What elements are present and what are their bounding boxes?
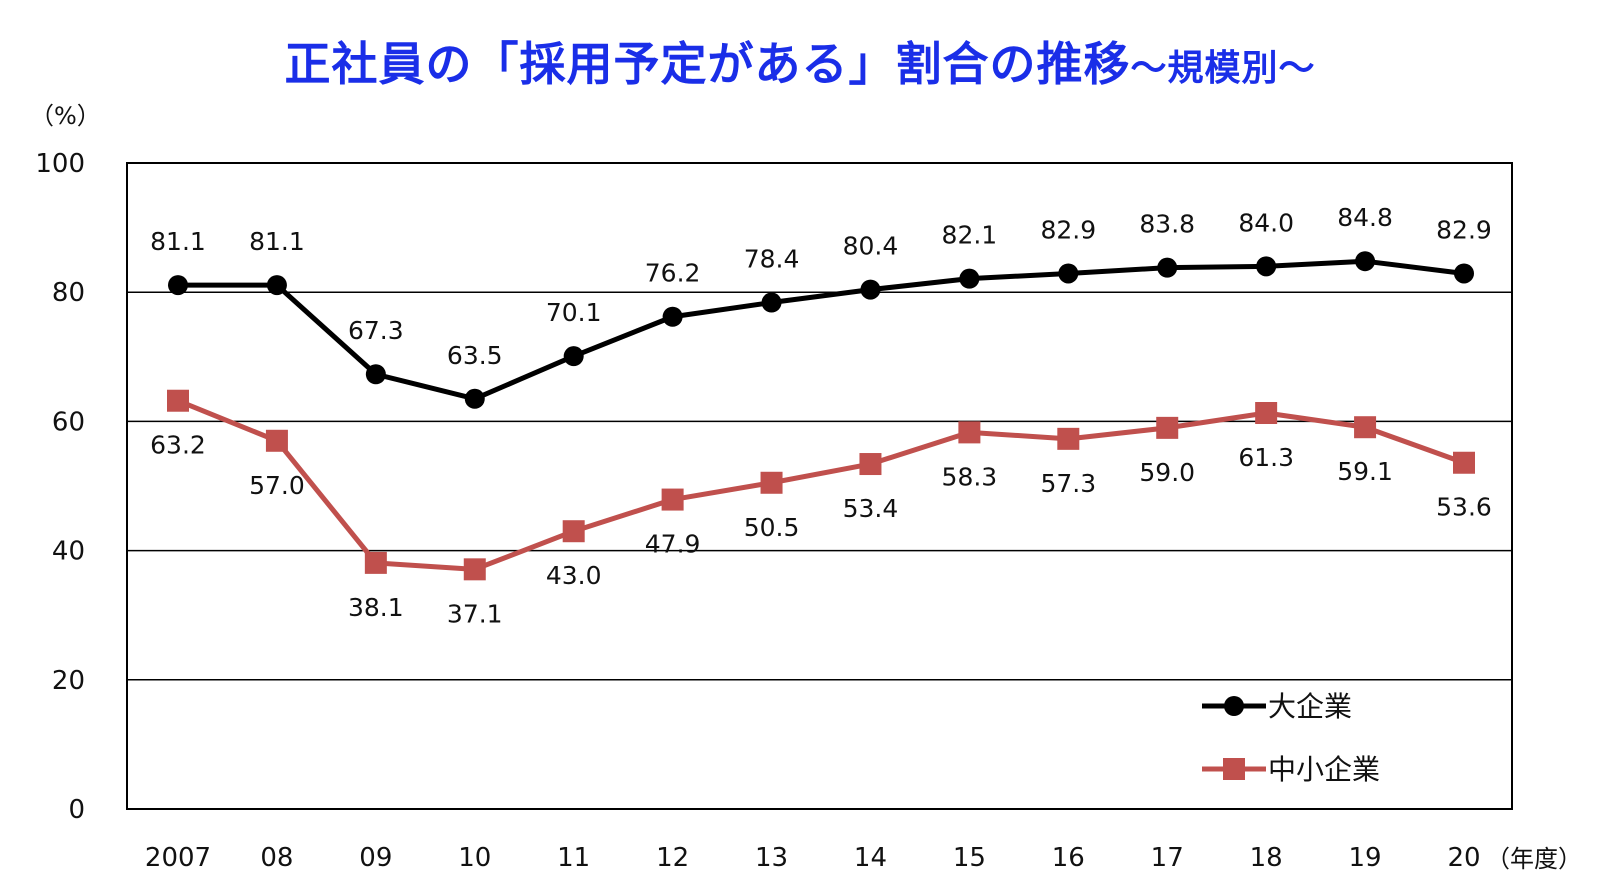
series-1-point-14	[860, 279, 881, 300]
series-1-data-label-14: 80.4	[843, 232, 899, 261]
x-tick-label-11: 11	[557, 843, 590, 873]
chart-title: 正社員の「採用予定がある」割合の推移～規模別～	[0, 28, 1600, 94]
series-1-data-label-15: 82.1	[942, 221, 998, 250]
series-1: 81.1 81.1 67.3 63.5 70.1 76.2 78.4 80.4 82.1 82.9…	[150, 203, 1492, 409]
series-1-data-label-08: 81.1	[249, 227, 305, 256]
series-1-point-19	[1355, 251, 1376, 272]
series-1-point-13	[761, 292, 782, 313]
series-1-data-label-2007: 81.1	[150, 227, 206, 256]
x-tick-label-20: 20	[1447, 843, 1480, 873]
series-layer: 81.1 81.1 67.3 63.5 70.1 76.2 78.4 80.4 82.1 82.9…	[150, 203, 1492, 628]
series-2-data-label-18: 61.3	[1238, 443, 1294, 472]
series-1-point-16	[1058, 263, 1079, 284]
series-2-data-label-17: 59.0	[1139, 458, 1195, 487]
series-1-data-label-20: 82.9	[1436, 215, 1492, 244]
series-1-data-label-13: 78.4	[744, 245, 800, 274]
y-tick-label-40: 40	[52, 537, 85, 567]
x-tick-label-15: 15	[953, 843, 986, 873]
series-1-point-12	[662, 306, 683, 327]
x-tick-label-17: 17	[1151, 843, 1184, 873]
y-tick-label-0: 0	[68, 795, 85, 825]
x-tick-label-2007: 2007	[145, 843, 211, 873]
series-2-point-19	[1354, 416, 1377, 439]
chart-subtitle: ～規模別～	[1130, 48, 1316, 89]
series-2-point-12	[661, 488, 684, 511]
series-2-point-2007	[167, 389, 189, 412]
series-2-point-20	[1453, 451, 1475, 474]
series-2-point-11	[562, 520, 585, 543]
y-tick-label-20: 20	[52, 666, 85, 696]
series-2-data-label-12: 47.9	[645, 530, 701, 559]
series-1-point-10	[464, 388, 485, 409]
series-2-data-label-20: 53.6	[1436, 493, 1492, 522]
series-2-data-label-2007: 63.2	[150, 431, 206, 460]
series-1-data-label-09: 67.3	[348, 316, 404, 345]
x-tick-label-16: 16	[1052, 843, 1085, 873]
series-2-data-label-09: 38.1	[348, 593, 404, 622]
x-tick-label-09: 09	[359, 843, 392, 873]
x-tick-label-18: 18	[1250, 843, 1283, 873]
x-tick-label-14: 14	[854, 843, 887, 873]
y-axis: 0 20 40 60 80 100	[35, 149, 85, 825]
x-tick-label-12: 12	[656, 843, 689, 873]
series-1-data-label-16: 82.9	[1040, 215, 1096, 244]
series-2: 63.2 57.0 38.1 37.1 43.0 47.9 50.5 53.4 58.3 57.3…	[150, 389, 1492, 628]
series-2-point-10	[463, 558, 486, 581]
series-1-data-label-19: 84.8	[1337, 203, 1393, 232]
legend-label-2: 中小企業	[1268, 753, 1380, 786]
series-1-point-11	[563, 346, 584, 367]
series-2-data-label-15: 58.3	[942, 462, 998, 491]
series-2-point-13	[760, 471, 783, 494]
series-1-data-label-17: 83.8	[1139, 210, 1195, 239]
series-2-data-label-14: 53.4	[843, 494, 899, 523]
series-2-point-09	[364, 551, 387, 574]
plot-area-border	[126, 162, 1513, 810]
x-tick-label-19: 19	[1349, 843, 1382, 873]
series-2-data-label-10: 37.1	[447, 599, 503, 628]
series-2-point-18	[1255, 402, 1278, 425]
series-2-data-label-13: 50.5	[744, 513, 800, 542]
series-1-data-label-12: 76.2	[645, 259, 701, 288]
x-axis-unit: （年度）	[1486, 845, 1582, 873]
series-2-data-label-08: 57.0	[249, 471, 305, 500]
series-2-line	[177, 398, 1465, 572]
chart-title-main: 正社員の「採用予定がある」割合の推移	[284, 37, 1131, 91]
grid-lines	[127, 291, 1512, 681]
series-2-data-label-11: 43.0	[546, 561, 602, 590]
y-tick-label-80: 80	[52, 278, 85, 308]
y-axis-unit: （%）	[30, 102, 101, 130]
series-1-point-2007	[168, 275, 188, 296]
series-2-point-17	[1156, 416, 1179, 439]
series-1-point-09	[365, 364, 386, 385]
y-tick-label-100: 100	[35, 149, 85, 179]
series-1-point-20	[1454, 263, 1474, 284]
x-tick-label-13: 13	[755, 843, 788, 873]
series-1-point-15	[959, 268, 980, 289]
series-1-data-label-10: 63.5	[447, 341, 503, 370]
series-1-point-18	[1256, 256, 1277, 277]
series-1-data-label-18: 84.0	[1238, 208, 1294, 237]
series-1-point-17	[1157, 257, 1178, 278]
x-axis: 2007 08 09 10 11 12 13 14 15 16 17 18 19 20	[145, 843, 1481, 873]
series-1-line	[178, 258, 1465, 402]
x-tick-label-08: 08	[260, 843, 293, 873]
x-tick-label-10: 10	[458, 843, 491, 873]
legend-marker-1	[1224, 696, 1244, 716]
series-1-point-08	[266, 275, 287, 296]
y-tick-label-60: 60	[52, 407, 85, 437]
series-2-point-16	[1057, 427, 1080, 450]
series-2-point-15	[958, 421, 981, 444]
series-2-data-label-16: 57.3	[1040, 469, 1096, 498]
legend-label-1: 大企業	[1268, 690, 1352, 723]
series-2-point-14	[859, 453, 882, 476]
series-2-point-08	[265, 429, 288, 452]
series-1-data-label-11: 70.1	[546, 298, 602, 327]
legend-marker-2	[1223, 758, 1245, 780]
series-2-data-label-19: 59.1	[1337, 457, 1393, 486]
